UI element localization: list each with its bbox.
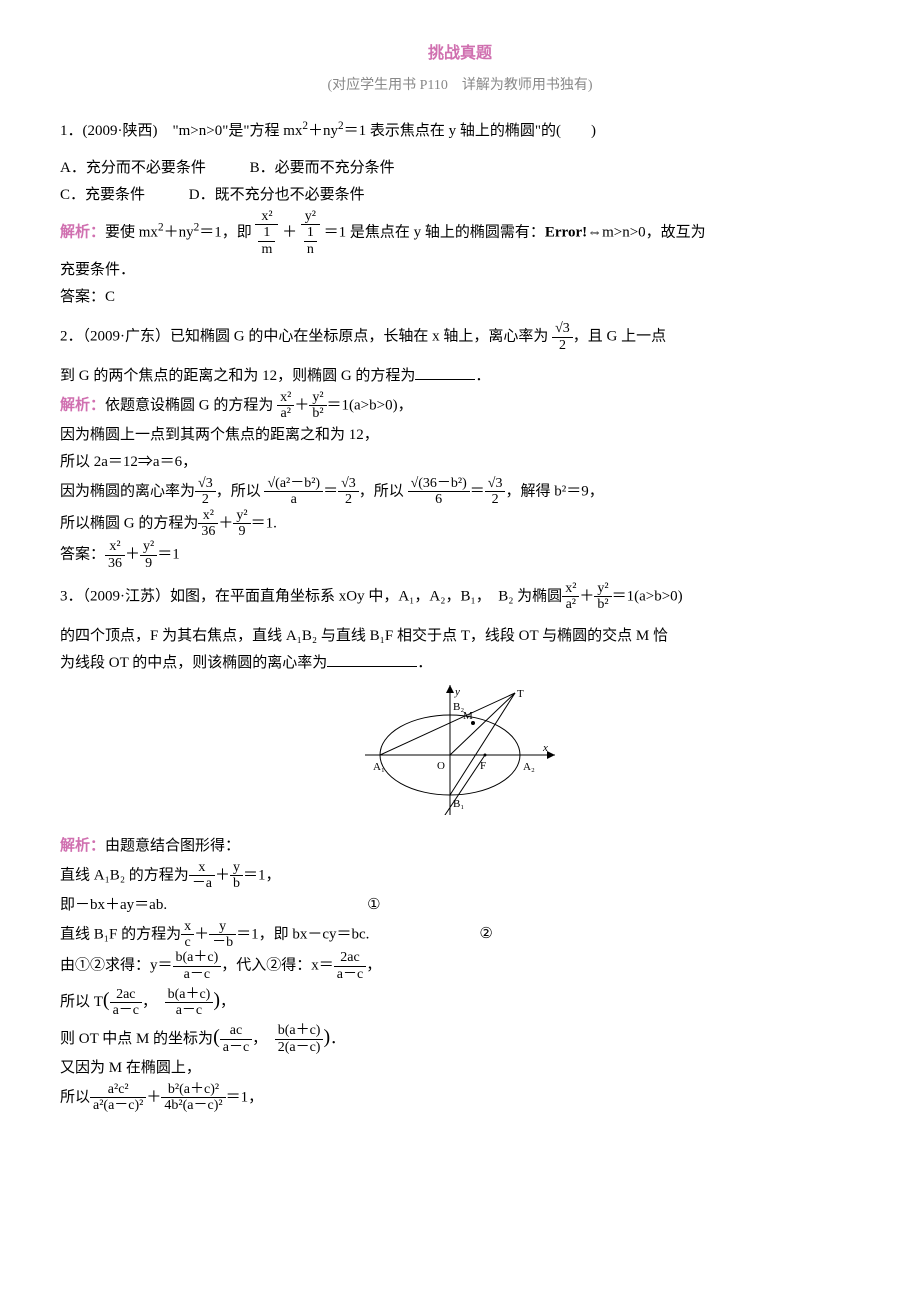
question-2: 2．（2009·广东）已知椭圆 G 的中心在坐标原点，长轴在 x 轴上，离心率为… [60,321,860,353]
question-1: 1．(2009·陕西) "m>n>0"是"方程 mx2＋ny2＝1 表示焦点在 … [60,118,860,145]
q1-jiexi: 解析：要使 mx2＋ny2＝1，即 x²1m ＋ y²1n ＝1 是焦点在 y … [60,209,860,257]
jiexi-label: 解析： [60,397,105,413]
q3-jiexi-l3: 即－bx＋ay＝ab.① [60,892,860,919]
label-T: T [517,688,524,700]
label-B1: B₁ [453,798,464,810]
q1-optA: A．充分而不必要条件 [60,155,206,182]
q2-jiexi-l5: 所以椭圆 G 的方程为x²36＋y²9＝1. [60,508,860,540]
label-F: F [480,760,486,772]
q2-stem-line2: 到 G 的两个焦点的距离之和为 12，则椭圆 G 的方程为． [60,363,860,390]
q3-jiexi-l8: 又因为 M 在椭圆上， [60,1055,860,1082]
error-text: Error! [545,225,587,241]
ellipse-diagram: A₁ A₂ B₂ B₁ O F M T x y [365,685,555,815]
q3-jiexi-l1: 解析：由题意结合图形得： [60,833,860,860]
q2-jiexi-l3: 所以 2a＝12⇒a＝6， [60,449,860,476]
q2-jiexi-l2: 因为椭圆上一点到其两个焦点的距离之和为 12， [60,422,860,449]
q3-figure: A₁ A₂ B₂ B₁ O F M T x y [60,685,860,825]
q1-options: A．充分而不必要条件 B．必要而不充分条件 C．充要条件 D．既不充分也不必要条… [60,155,860,209]
jiexi-label: 解析： [60,838,105,854]
question-3: 3．（2009·江苏）如图，在平面直角坐标系 xOy 中，A₁，A₂，B₁， B… [60,581,860,613]
label-A1: A₁ [373,761,385,773]
q3-stem-line2: 的四个顶点，F 为其右焦点，直线 A₁B₂ 与直线 B₁F 相交于点 T，线段 … [60,623,860,650]
label-O: O [437,760,445,772]
eq-number-1: ① [367,892,380,919]
eq-number-2: ② [479,921,492,948]
q1-stem: 1．(2009·陕西) "m>n>0"是"方程 mx2＋ny2＝1 表示焦点在 … [60,123,596,139]
q2-jiexi-l1: 解析：依题意设椭圆 G 的方程为 x²a²＋y²b²＝1(a>b>0)， [60,390,860,422]
q3-jiexi-l5: 由①②求得：y＝b(a＋c)a－c，代入②得：x＝2aca－c， [60,950,860,982]
page-subtitle: (对应学生用书 P110 详解为教师用书独有) [60,73,860,98]
q1-optB: B．必要而不充分条件 [250,155,395,182]
q2-answer: 答案：x²36＋y²9＝1 [60,539,860,571]
q1-optD: D．既不充分也不必要条件 [189,182,365,209]
q3-stem-line3: 为线段 OT 的中点，则该椭圆的离心率为． [60,650,860,677]
label-M: M [463,710,473,722]
q3-jiexi-l7: 则 OT 中点 M 的坐标为(aca－c， b(a＋c)2(a－c))． [60,1019,860,1055]
blank [415,364,475,380]
q3-jiexi-l9: 所以a²c²a²(a－c)²＋b²(a＋c)²4b²(a－c)²＝1， [60,1082,860,1114]
blank [327,651,417,667]
q3-jiexi-l4: 直线 B₁F 的方程为xc＋y－b＝1，即 bx－cy＝bc.② [60,919,860,951]
q3-jiexi-l6: 所以 T(2aca－c， b(a＋c)a－c)， [60,982,860,1018]
q3-jiexi-l2: 直线 A₁B₂ 的方程为x－a＋yb＝1， [60,860,860,892]
label-y: y [454,686,460,698]
q1-answer: 答案：C [60,284,860,311]
q1-jiexi-line2: 充要条件． [60,257,860,284]
q2-jiexi-l4: 因为椭圆的离心率为√32，所以 √(a²－b²)a＝√32，所以 √(36－b²… [60,476,860,508]
label-x: x [542,742,548,754]
q1-optC: C．充要条件 [60,182,145,209]
label-A2: A₂ [523,761,535,773]
jiexi-label: 解析： [60,225,105,241]
page-title: 挑战真题 [60,40,860,69]
